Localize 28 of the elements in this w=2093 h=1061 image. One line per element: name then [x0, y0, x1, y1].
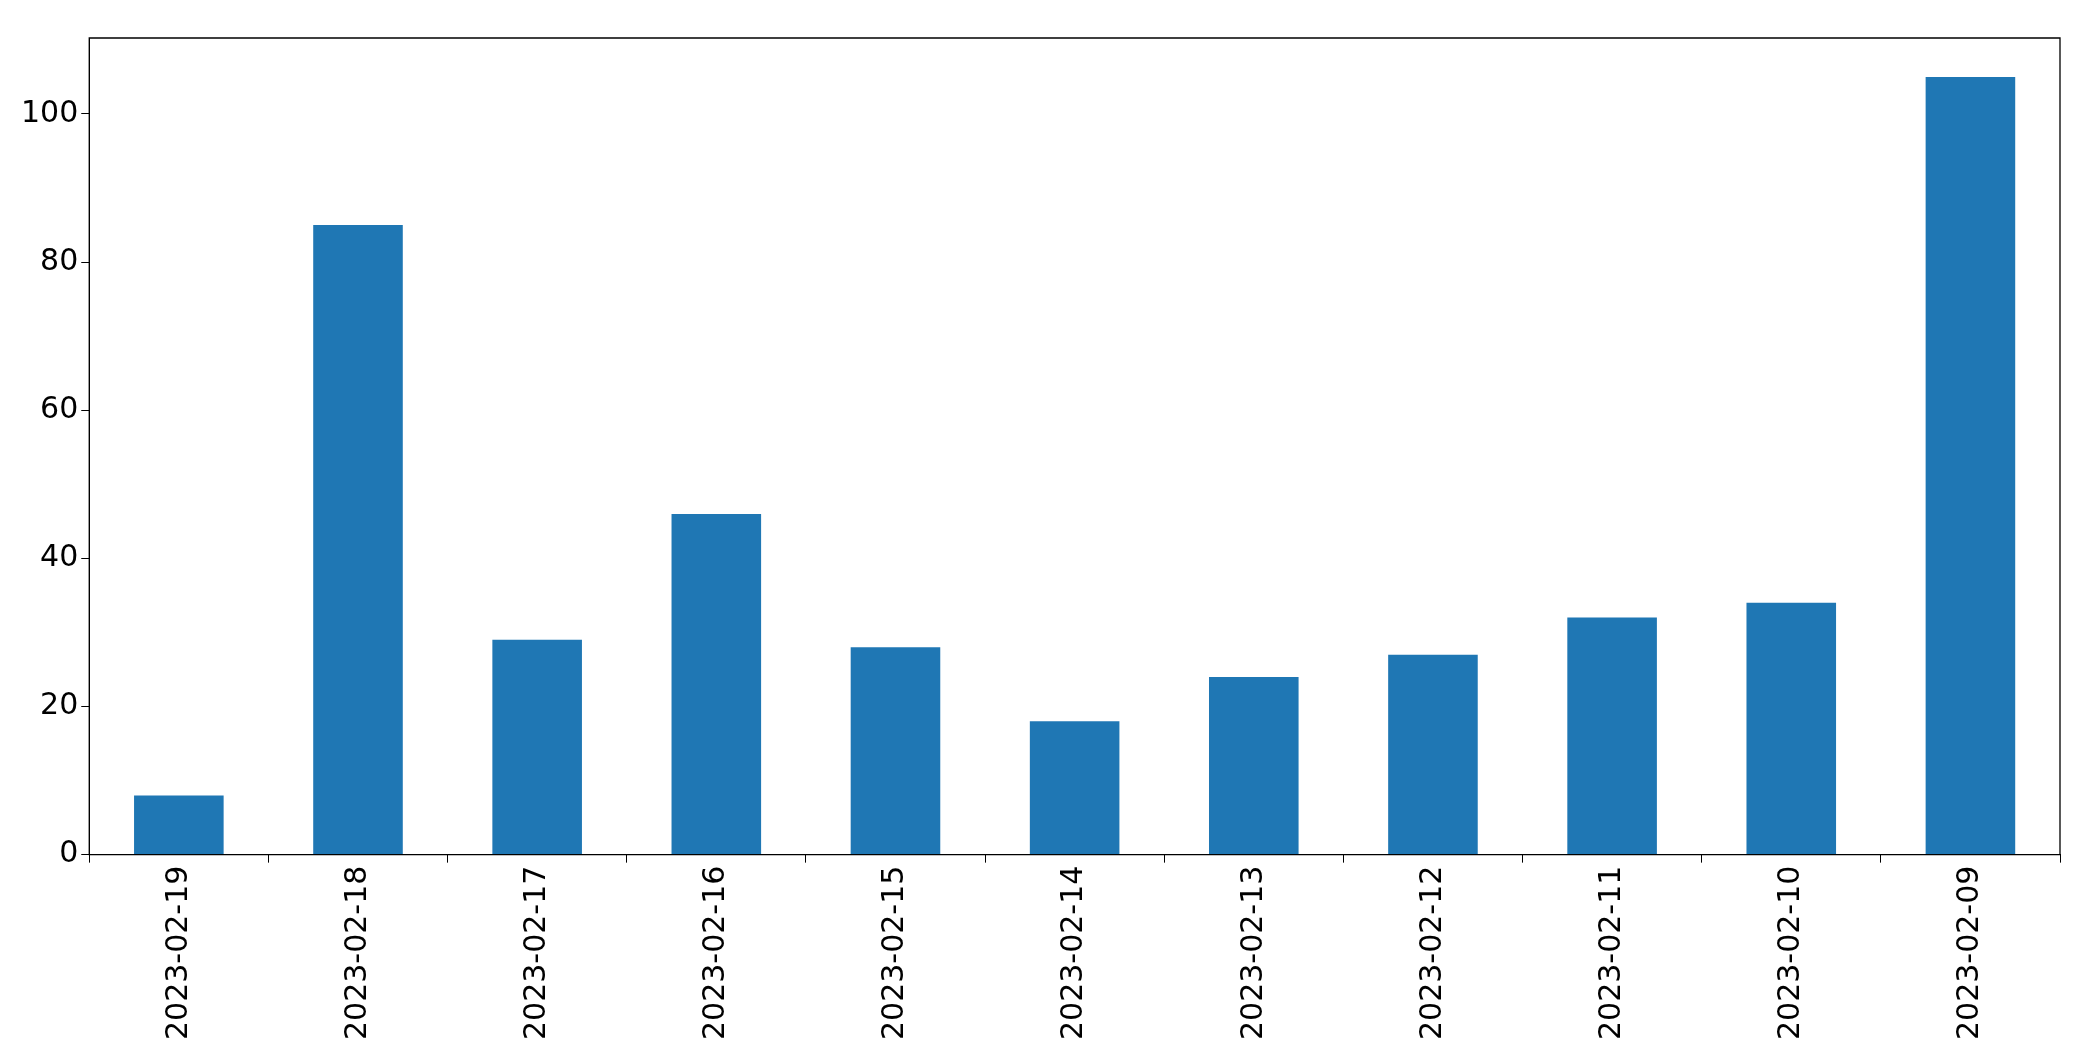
x-tick-label: 2023-02-10	[1771, 865, 1807, 1041]
x-tick-label: 2023-02-13	[1233, 865, 1269, 1041]
x-tick-label: 2023-02-09	[1950, 865, 1986, 1041]
bar	[671, 513, 762, 855]
x-tick-label: 2023-02-17	[516, 865, 552, 1041]
bar	[1567, 617, 1657, 855]
bar	[1925, 76, 2016, 855]
bar	[1388, 654, 1478, 855]
bar	[1209, 676, 1299, 855]
y-tick-label: 0	[59, 834, 79, 870]
y-tick-label: 100	[21, 93, 79, 129]
y-tick-label: 40	[40, 538, 79, 574]
x-tick-label: 2023-02-16	[696, 865, 732, 1041]
x-tick-label: 2023-02-12	[1412, 865, 1448, 1041]
y-tick-label: 60	[40, 390, 79, 426]
x-tick-label: 2023-02-11	[1591, 865, 1627, 1041]
x-tick-label: 2023-02-18	[337, 865, 373, 1041]
x-tick-label: 2023-02-15	[875, 865, 911, 1041]
x-tick-label: 2023-02-19	[158, 865, 194, 1041]
bar	[850, 647, 941, 855]
bar	[134, 795, 224, 855]
bar	[313, 225, 403, 855]
bar	[1746, 602, 1837, 855]
y-tick-label: 80	[40, 241, 79, 277]
bar	[1029, 721, 1120, 855]
x-tick-label: 2023-02-14	[1054, 865, 1090, 1041]
bar	[492, 639, 582, 855]
y-tick-label: 20	[40, 686, 79, 722]
